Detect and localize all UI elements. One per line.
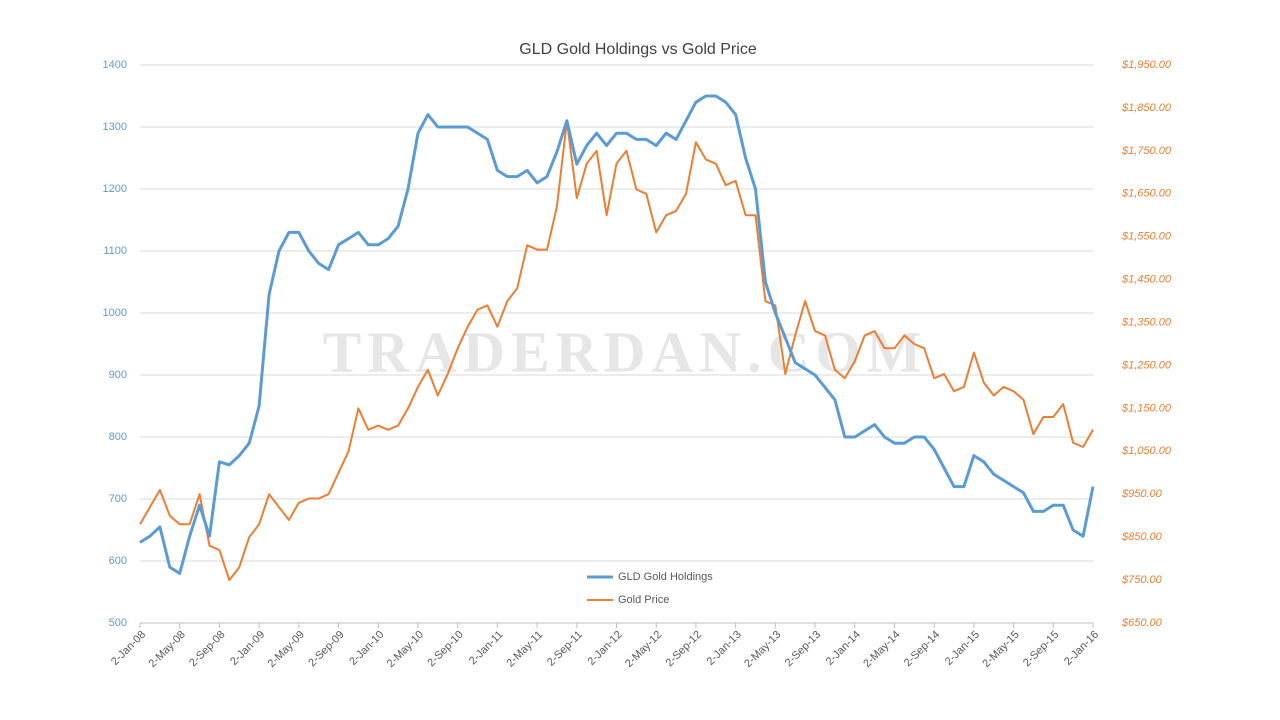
x-tick-label: 2-Jan-09 — [228, 629, 267, 668]
x-tick-label: 2-Sep-13 — [783, 629, 823, 669]
x-tick-label: 2-Sep-12 — [664, 629, 704, 669]
y2-tick-label: $750.00 — [1121, 574, 1163, 586]
y2-tick-label: $850.00 — [1121, 531, 1163, 543]
legend-label: GLD Gold Holdings — [618, 571, 713, 583]
y-tick-label: 1400 — [103, 59, 127, 71]
x-tick-label: 2-Sep-10 — [425, 629, 465, 669]
x-tick-label: 2-May-11 — [504, 629, 545, 670]
x-tick-label: 2-Jan-16 — [1062, 629, 1101, 668]
y2-tick-label: $1,050.00 — [1121, 445, 1172, 457]
y2-tick-label: $1,650.00 — [1121, 188, 1172, 200]
x-tick-label: 2-Jan-08 — [109, 629, 148, 668]
y2-tick-label: $1,850.00 — [1121, 102, 1172, 114]
y2-tick-label: $1,550.00 — [1121, 231, 1172, 243]
y-tick-label: 700 — [109, 493, 127, 505]
y-tick-label: 1200 — [103, 183, 127, 195]
chart-title: GLD Gold Holdings vs Gold Price — [519, 41, 757, 58]
y-tick-label: 1100 — [103, 245, 127, 257]
x-tick-label: 2-May-15 — [980, 629, 1021, 670]
y-tick-label: 900 — [109, 369, 127, 381]
x-tick-label: 2-Sep-15 — [1021, 629, 1061, 669]
y2-tick-label: $1,250.00 — [1121, 359, 1172, 371]
y2-tick-label: $1,350.00 — [1121, 316, 1172, 328]
y2-tick-label: $650.00 — [1121, 617, 1163, 629]
y2-tick-label: $1,150.00 — [1121, 402, 1172, 414]
x-tick-label: 2-Jan-15 — [943, 629, 982, 668]
y2-tick-label: $1,950.00 — [1121, 59, 1172, 71]
series-line — [139, 94, 1095, 575]
x-tick-label: 2-May-12 — [623, 629, 664, 670]
x-tick-label: 2-May-09 — [266, 629, 307, 670]
y2-tick-label: $1,750.00 — [1121, 145, 1172, 157]
x-tick-label: 2-May-10 — [385, 629, 426, 670]
x-tick-label: 2-Sep-09 — [306, 629, 346, 669]
x-tick-label: 2-Sep-14 — [902, 629, 942, 669]
y-tick-label: 600 — [109, 555, 127, 567]
x-tick-label: 2-Jan-12 — [585, 629, 624, 668]
y2-tick-label: $1,450.00 — [1121, 274, 1172, 286]
series-line — [139, 119, 1094, 582]
y-tick-label: 1300 — [103, 121, 127, 133]
x-tick-label: 2-Jan-13 — [705, 629, 744, 668]
y-tick-label: 500 — [109, 617, 127, 629]
watermark: TRADERDAN.COM — [323, 319, 928, 384]
y-tick-label: 1000 — [103, 307, 127, 319]
x-tick-label: 2-Sep-11 — [545, 629, 585, 669]
x-tick-label: 2-Jan-10 — [347, 629, 386, 668]
x-tick-label: 2-May-14 — [861, 629, 902, 670]
x-tick-label: 2-Jan-14 — [824, 629, 863, 668]
y-tick-label: 800 — [109, 431, 127, 443]
y2-tick-label: $950.00 — [1121, 488, 1163, 500]
x-tick-label: 2-Sep-08 — [187, 629, 227, 669]
x-tick-label: 2-May-08 — [147, 629, 188, 670]
x-tick-label: 2-Jan-11 — [467, 629, 506, 668]
legend-label: Gold Price — [618, 594, 669, 606]
x-tick-label: 2-May-13 — [742, 629, 783, 670]
